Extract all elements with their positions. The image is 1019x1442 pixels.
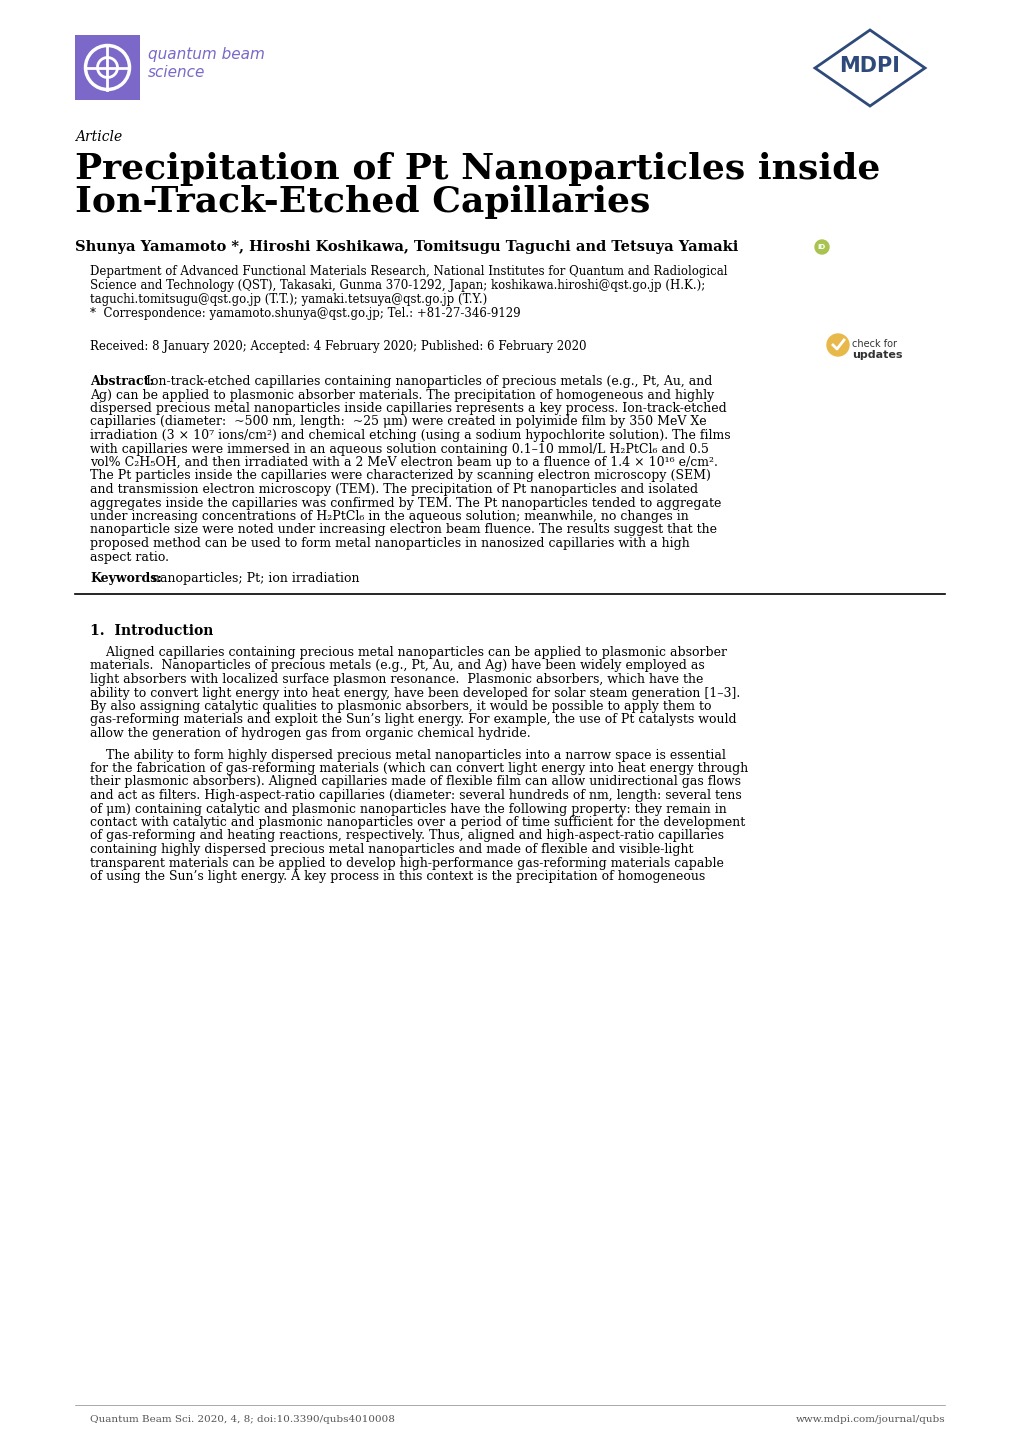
Text: aspect ratio.: aspect ratio.: [90, 551, 169, 564]
Text: ability to convert light energy into heat energy, have been developed for solar : ability to convert light energy into hea…: [90, 686, 740, 699]
Text: aggregates inside the capillaries was confirmed by TEM. The Pt nanoparticles ten: aggregates inside the capillaries was co…: [90, 496, 720, 509]
Text: of using the Sun’s light energy. A key process in this context is the precipitat: of using the Sun’s light energy. A key p…: [90, 870, 704, 883]
Text: updates: updates: [851, 350, 902, 360]
Text: iD: iD: [817, 244, 825, 249]
Text: Precipitation of Pt Nanoparticles inside: Precipitation of Pt Nanoparticles inside: [75, 151, 879, 186]
Text: capillaries (diameter:  ~500 nm, length:  ~25 μm) were created in polyimide film: capillaries (diameter: ~500 nm, length: …: [90, 415, 706, 428]
Text: Department of Advanced Functional Materials Research, National Institutes for Qu: Department of Advanced Functional Materi…: [90, 265, 727, 278]
Text: and transmission electron microscopy (TEM). The precipitation of Pt nanoparticle: and transmission electron microscopy (TE…: [90, 483, 697, 496]
Text: and act as filters. High-aspect-ratio capillaries (diameter: several hundreds of: and act as filters. High-aspect-ratio ca…: [90, 789, 741, 802]
Text: with capillaries were immersed in an aqueous solution containing 0.1–10 mmol/L H: with capillaries were immersed in an aqu…: [90, 443, 708, 456]
Text: transparent materials can be applied to develop high-performance gas-reforming m: transparent materials can be applied to …: [90, 857, 723, 870]
Text: nanoparticles; Pt; ion irradiation: nanoparticles; Pt; ion irradiation: [152, 572, 359, 585]
Text: Ion-Track-Etched Capillaries: Ion-Track-Etched Capillaries: [75, 185, 650, 219]
FancyBboxPatch shape: [75, 35, 140, 99]
Text: allow the generation of hydrogen gas from organic chemical hydride.: allow the generation of hydrogen gas fro…: [90, 727, 530, 740]
Text: of μm) containing catalytic and plasmonic nanoparticles have the following prope: of μm) containing catalytic and plasmoni…: [90, 803, 727, 816]
Text: quantum beam: quantum beam: [148, 48, 265, 62]
Circle shape: [814, 239, 828, 254]
Text: for the fabrication of gas-reforming materials (which can convert light energy i: for the fabrication of gas-reforming mat…: [90, 761, 748, 774]
Text: MDPI: MDPI: [839, 56, 900, 76]
Text: check for: check for: [851, 339, 896, 349]
Text: Abstract:: Abstract:: [90, 375, 154, 388]
Text: www.mdpi.com/journal/qubs: www.mdpi.com/journal/qubs: [795, 1415, 944, 1425]
Text: Ag) can be applied to plasmonic absorber materials. The precipitation of homogen: Ag) can be applied to plasmonic absorber…: [90, 388, 713, 401]
Text: light absorbers with localized surface plasmon resonance.  Plasmonic absorbers, : light absorbers with localized surface p…: [90, 673, 703, 686]
Text: under increasing concentrations of H₂PtCl₆ in the aqueous solution; meanwhile, n: under increasing concentrations of H₂PtC…: [90, 510, 688, 523]
Circle shape: [826, 335, 848, 356]
Text: 1.  Introduction: 1. Introduction: [90, 624, 213, 637]
Text: The Pt particles inside the capillaries were characterized by scanning electron : The Pt particles inside the capillaries …: [90, 470, 710, 483]
Text: *  Correspondence: yamamoto.shunya@qst.go.jp; Tel.: +81-27-346-9129: * Correspondence: yamamoto.shunya@qst.go…: [90, 307, 520, 320]
Text: Quantum Beam Sci. 2020, 4, 8; doi:10.3390/qubs4010008: Quantum Beam Sci. 2020, 4, 8; doi:10.339…: [90, 1415, 394, 1425]
Text: of gas-reforming and heating reactions, respectively. Thus, aligned and high-asp: of gas-reforming and heating reactions, …: [90, 829, 723, 842]
Text: containing highly dispersed precious metal nanoparticles and made of flexible an: containing highly dispersed precious met…: [90, 844, 693, 857]
Text: taguchi.tomitsugu@qst.go.jp (T.T.); yamaki.tetsuya@qst.go.jp (T.Y.): taguchi.tomitsugu@qst.go.jp (T.T.); yama…: [90, 293, 487, 306]
Text: vol% C₂H₅OH, and then irradiated with a 2 MeV electron beam up to a fluence of 1: vol% C₂H₅OH, and then irradiated with a …: [90, 456, 717, 469]
Text: gas-reforming materials and exploit the Sun’s light energy. For example, the use: gas-reforming materials and exploit the …: [90, 714, 736, 727]
Text: contact with catalytic and plasmonic nanoparticles over a period of time suffici: contact with catalytic and plasmonic nan…: [90, 816, 745, 829]
Text: Article: Article: [75, 130, 122, 144]
Text: nanoparticle size were noted under increasing electron beam fluence. The results: nanoparticle size were noted under incre…: [90, 523, 716, 536]
Text: Keywords:: Keywords:: [90, 572, 162, 585]
Text: Aligned capillaries containing precious metal nanoparticles can be applied to pl: Aligned capillaries containing precious …: [90, 646, 727, 659]
Text: Shunya Yamamoto *, Hiroshi Koshikawa, Tomitsugu Taguchi and Tetsuya Yamaki: Shunya Yamamoto *, Hiroshi Koshikawa, To…: [75, 239, 738, 254]
Text: proposed method can be used to form metal nanoparticles in nanosized capillaries: proposed method can be used to form meta…: [90, 536, 689, 549]
Text: Received: 8 January 2020; Accepted: 4 February 2020; Published: 6 February 2020: Received: 8 January 2020; Accepted: 4 Fe…: [90, 340, 586, 353]
Text: irradiation (3 × 10⁷ ions/cm²) and chemical etching (using a sodium hypochlorite: irradiation (3 × 10⁷ ions/cm²) and chemi…: [90, 430, 730, 443]
Text: By also assigning catalytic qualities to plasmonic absorbers, it would be possib: By also assigning catalytic qualities to…: [90, 699, 711, 712]
Text: science: science: [148, 65, 205, 79]
Text: dispersed precious metal nanoparticles inside capillaries represents a key proce: dispersed precious metal nanoparticles i…: [90, 402, 727, 415]
Text: Ion-track-etched capillaries containing nanoparticles of precious metals (e.g., : Ion-track-etched capillaries containing …: [146, 375, 711, 388]
Text: The ability to form highly dispersed precious metal nanoparticles into a narrow : The ability to form highly dispersed pre…: [90, 748, 726, 761]
Text: their plasmonic absorbers). Aligned capillaries made of flexible film can allow : their plasmonic absorbers). Aligned capi…: [90, 776, 740, 789]
Text: Science and Technology (QST), Takasaki, Gunma 370-1292, Japan; koshikawa.hiroshi: Science and Technology (QST), Takasaki, …: [90, 278, 704, 291]
Text: materials.  Nanoparticles of precious metals (e.g., Pt, Au, and Ag) have been wi: materials. Nanoparticles of precious met…: [90, 659, 704, 672]
